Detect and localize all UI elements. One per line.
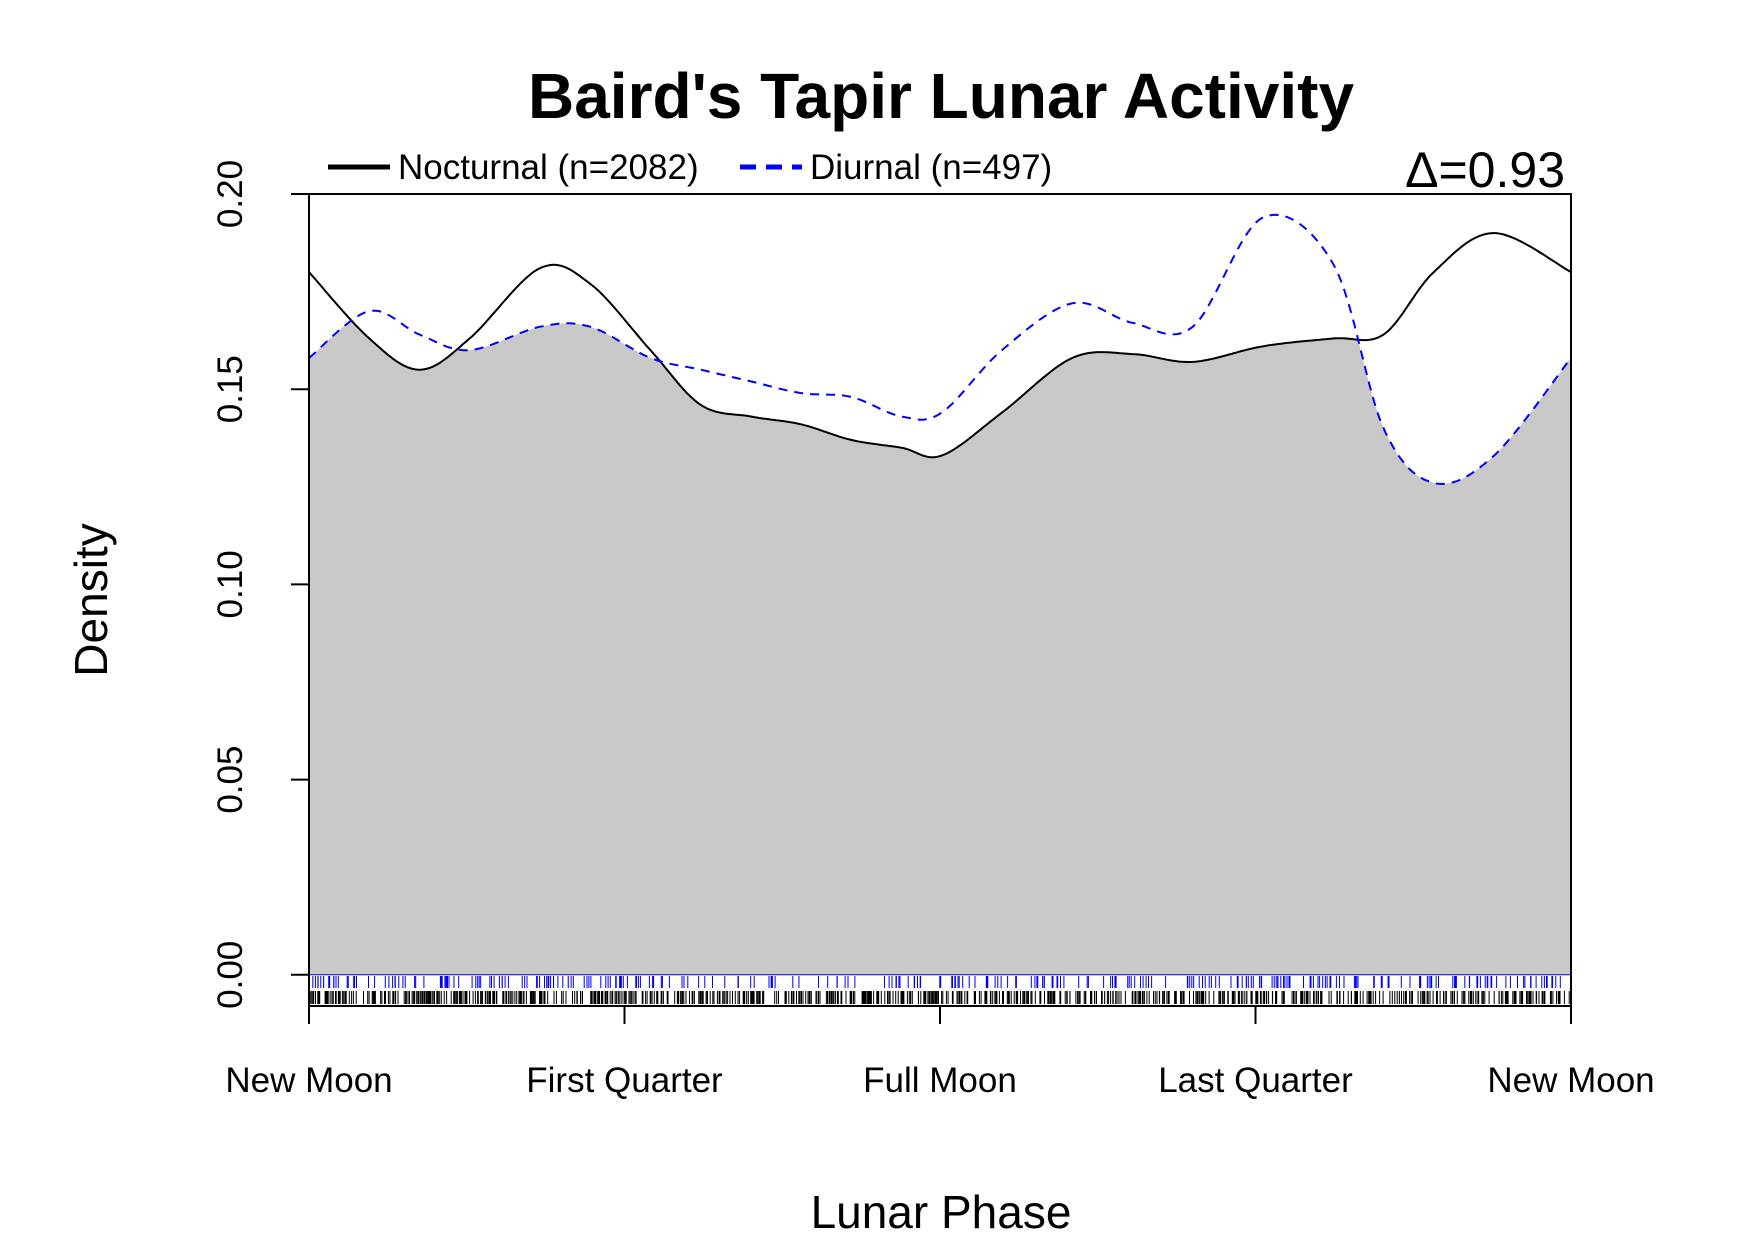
x-tick-label: First Quarter (526, 1061, 723, 1100)
x-axis-label: Lunar Phase (811, 1186, 1072, 1238)
y-tick-label: 0.20 (211, 160, 250, 228)
x-tick-label: New Moon (1487, 1061, 1654, 1100)
series-nocturnal-line (308, 231, 1572, 459)
rug-diurnal (312, 976, 1561, 988)
x-tick-label: New Moon (225, 1061, 392, 1100)
chart-title: Baird's Tapir Lunar Activity (528, 60, 1354, 132)
rug-nocturnal (308, 991, 1570, 1004)
y-tick-label: 0.00 (211, 941, 250, 1009)
x-tick-label: Last Quarter (1158, 1061, 1353, 1100)
y-tick-label: 0.10 (211, 550, 250, 618)
legend-nocturnal-label: Nocturnal (n=2082) (398, 148, 699, 187)
legend-diurnal-label: Diurnal (n=497) (810, 148, 1052, 187)
y-axis-label: Density (65, 523, 117, 676)
y-tick-label: 0.15 (211, 355, 250, 423)
x-tick-label: Full Moon (863, 1061, 1017, 1100)
overlap-coefficient: Δ=0.93 (1405, 142, 1565, 198)
y-tick-label: 0.05 (211, 746, 250, 814)
legend: Nocturnal (n=2082) Diurnal (n=497) (328, 148, 1052, 187)
overlap-area (309, 321, 1571, 975)
plot-area: 0.00 0.05 0.10 0.15 0.20 New Moon First Quarte… (211, 160, 1655, 1100)
